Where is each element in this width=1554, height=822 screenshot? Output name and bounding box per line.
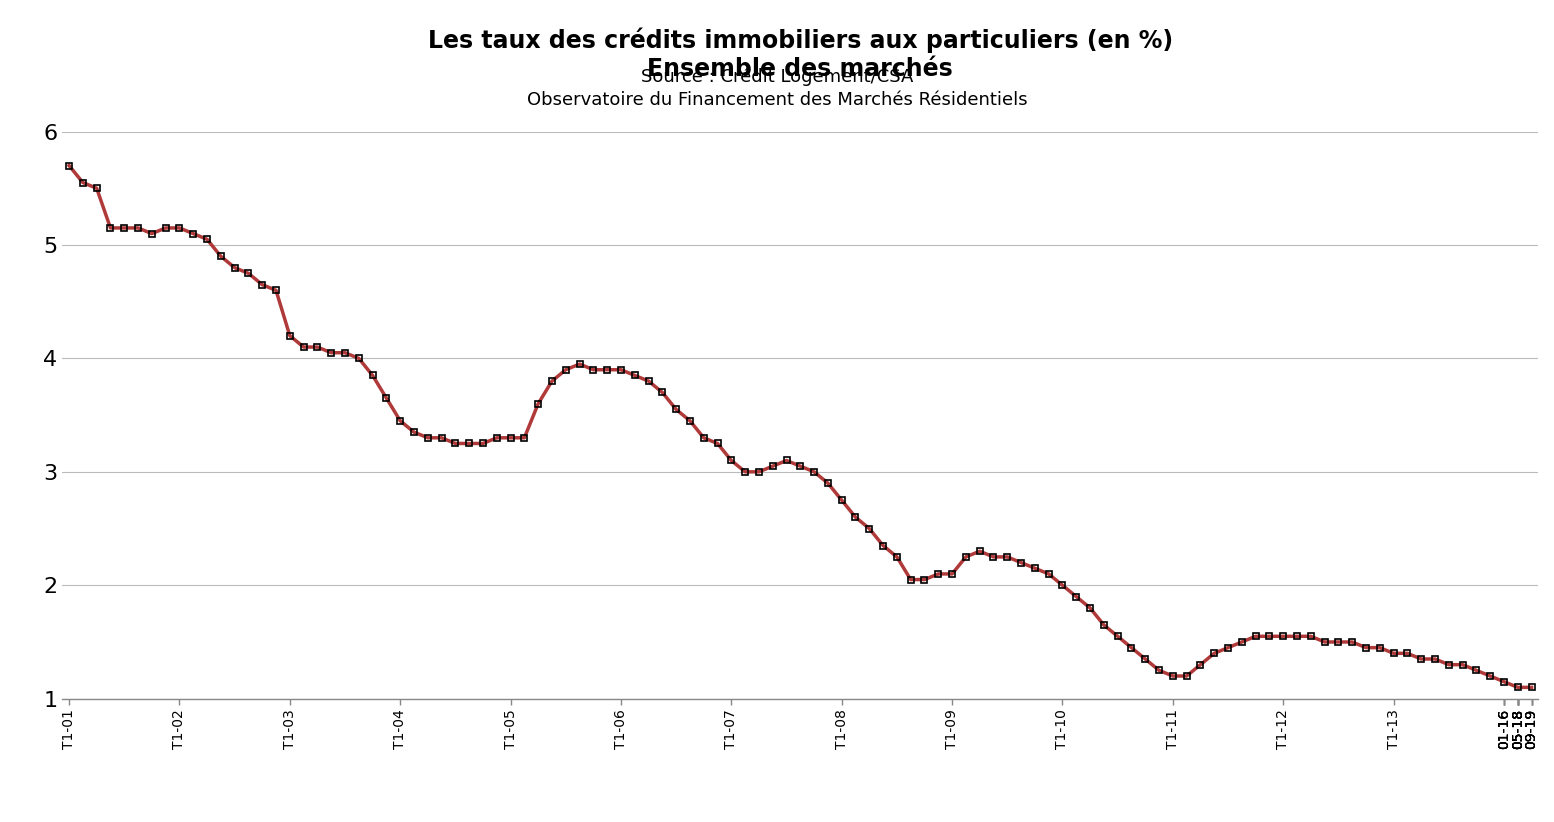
Text: Observatoire du Financement des Marchés Résidentiels: Observatoire du Financement des Marchés … <box>527 90 1027 109</box>
Title: Les taux des crédits immobiliers aux particuliers (en %)
Ensemble des marchés: Les taux des crédits immobiliers aux par… <box>427 28 1173 81</box>
Text: Source : Crédit Logement/CSA: Source : Crédit Logement/CSA <box>640 67 914 86</box>
